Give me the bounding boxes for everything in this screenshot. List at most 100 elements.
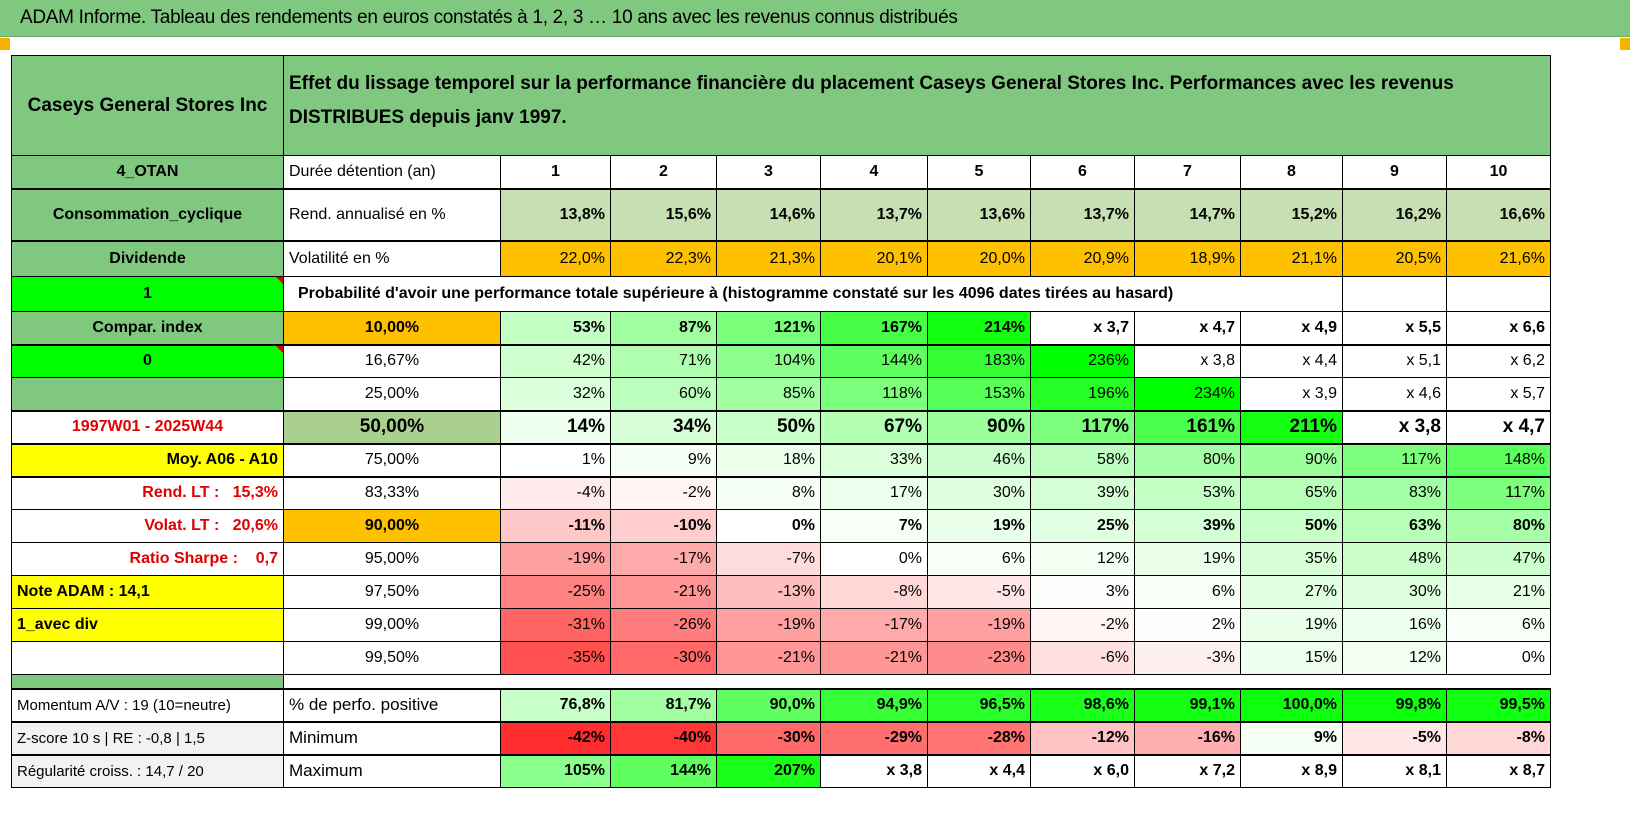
volatility-cell: 22,3% bbox=[610, 239, 717, 277]
quantile-value-cell: -19% bbox=[716, 608, 821, 642]
quantile-value-cell: x 4,9 bbox=[1240, 311, 1343, 345]
left-info-cell: 1_avec div bbox=[11, 608, 284, 642]
annualized-return-cell: 15,6% bbox=[610, 187, 717, 241]
quantile-value-cell: 30% bbox=[1342, 575, 1447, 609]
quantile-value-cell: 12% bbox=[1342, 641, 1447, 675]
quantile-value-cell: 0% bbox=[1446, 641, 1551, 675]
volatility-cell: 22,0% bbox=[500, 239, 611, 277]
quantile-value-cell: 53% bbox=[500, 311, 611, 345]
holding-period-header: 1 bbox=[500, 155, 611, 189]
quantile-value-cell: x 3,8 bbox=[1342, 409, 1447, 444]
left-info-cell: Régularité croiss. : 14,7 / 20 bbox=[11, 753, 284, 788]
quantile-value-cell: 80% bbox=[1446, 509, 1551, 543]
quantile-value-cell: 83% bbox=[1342, 475, 1447, 510]
quantile-value-cell: x 4,6 bbox=[1342, 377, 1447, 411]
left-info-cell: 1997W01 - 2025W44 bbox=[11, 409, 284, 444]
holding-period-header: 3 bbox=[716, 155, 821, 189]
summary-value-cell: -12% bbox=[1030, 720, 1135, 755]
quantile-value-cell: 25% bbox=[1030, 509, 1135, 543]
quantile-value-cell: 58% bbox=[1030, 442, 1135, 477]
quantile-value-cell: 18% bbox=[716, 442, 821, 477]
summary-value-cell: -42% bbox=[500, 720, 611, 755]
quantile-value-cell: 153% bbox=[927, 377, 1031, 411]
row-label: Maximum bbox=[283, 753, 501, 788]
threshold-cell: 90,00% bbox=[283, 509, 501, 543]
left-info-cell: 0 bbox=[11, 343, 284, 378]
threshold-cell: 25,00% bbox=[283, 377, 501, 411]
holding-period-header: 2 bbox=[610, 155, 717, 189]
quantile-value-cell: -21% bbox=[610, 575, 717, 609]
quantile-value-cell: 19% bbox=[927, 509, 1031, 543]
quantile-value-cell: -8% bbox=[820, 575, 928, 609]
quantile-value-cell: -23% bbox=[927, 641, 1031, 675]
quantile-value-cell: 85% bbox=[716, 377, 821, 411]
left-info-cell: Ratio Sharpe : 0,7 bbox=[11, 542, 284, 576]
quantile-value-cell: 27% bbox=[1240, 575, 1343, 609]
volatility-cell: 20,1% bbox=[820, 239, 928, 277]
quantile-value-cell: -19% bbox=[500, 542, 611, 576]
quantile-row: 99,50% -35% -30% -21% -21% -23% -6% -3% 15% 12% 0% bbox=[11, 641, 1551, 675]
selection-marker-left bbox=[0, 38, 10, 50]
threshold-cell: 50,00% bbox=[283, 409, 501, 444]
quantile-value-cell: 117% bbox=[1446, 475, 1551, 510]
left-info-cell: Dividende bbox=[11, 239, 284, 277]
quantile-row: Ratio Sharpe : 0,7 95,00% -19% -17% -7% 0% 6% 1… bbox=[11, 542, 1551, 576]
left-info-cell: Volat. LT : 20,6% bbox=[11, 509, 284, 543]
quantile-value-cell: -7% bbox=[716, 542, 821, 576]
summary-value-cell: x 8,9 bbox=[1240, 753, 1343, 788]
quantile-value-cell: 0% bbox=[716, 509, 821, 543]
quantile-value-cell: 183% bbox=[927, 343, 1031, 378]
report-title: ADAM Informe. Tableau des rendements en … bbox=[20, 7, 958, 28]
summary-value-cell: -29% bbox=[820, 720, 928, 755]
summary-value-cell: -8% bbox=[1446, 720, 1551, 755]
quantile-value-cell: 67% bbox=[820, 409, 928, 444]
quantile-value-cell: -5% bbox=[927, 575, 1031, 609]
probability-caption: Probabilité d'avoir une performance tota… bbox=[283, 276, 1343, 312]
quantile-value-cell: x 3,7 bbox=[1030, 311, 1135, 345]
quantile-value-cell: -35% bbox=[500, 641, 611, 675]
summary-value-cell: x 3,8 bbox=[820, 753, 928, 788]
probability-caption-row: 1 Probabilité d'avoir une performance tot… bbox=[11, 276, 1551, 312]
quantile-row: 0 16,67% 42% 71% 104% 144% 183% 236% x 3,8 x 4,4 x… bbox=[11, 343, 1551, 378]
volatility-cell: 18,9% bbox=[1134, 239, 1241, 277]
quantile-value-cell: 87% bbox=[610, 311, 717, 345]
quantile-value-cell: x 5,7 bbox=[1446, 377, 1551, 411]
holding-period-header: 4 bbox=[820, 155, 928, 189]
quantile-value-cell: -25% bbox=[500, 575, 611, 609]
quantile-value-cell: -13% bbox=[716, 575, 821, 609]
summary-value-cell: x 6,0 bbox=[1030, 753, 1135, 788]
quantile-value-cell: 1% bbox=[500, 442, 611, 477]
row-label: Rend. annualisé en % bbox=[283, 187, 501, 241]
left-info-cell: Rend. LT : 15,3% bbox=[11, 475, 284, 510]
quantile-value-cell: 118% bbox=[820, 377, 928, 411]
quantile-value-cell: -17% bbox=[820, 608, 928, 642]
summary-value-cell: -40% bbox=[610, 720, 717, 755]
quantile-value-cell: 39% bbox=[1030, 475, 1135, 510]
summary-value-cell: 94,9% bbox=[820, 687, 928, 722]
quantile-value-cell: 32% bbox=[500, 377, 611, 411]
quantile-value-cell: 19% bbox=[1134, 542, 1241, 576]
threshold-cell: 95,00% bbox=[283, 542, 501, 576]
summary-value-cell: 105% bbox=[500, 753, 611, 788]
quantile-value-cell: 16% bbox=[1342, 608, 1447, 642]
annualized-return-cell: 13,6% bbox=[927, 187, 1031, 241]
summary-value-cell: 98,6% bbox=[1030, 687, 1135, 722]
quantile-value-cell: x 3,8 bbox=[1134, 343, 1241, 378]
quantile-value-cell: -2% bbox=[610, 475, 717, 510]
volatility-cell: 21,6% bbox=[1446, 239, 1551, 277]
summary-value-cell: -16% bbox=[1134, 720, 1241, 755]
report-title-bar: ADAM Informe. Tableau des rendements en … bbox=[0, 0, 1630, 37]
summary-row: Momentum A/V : 19 (10=neutre)% de perfo.… bbox=[11, 687, 1551, 722]
quantile-value-cell: 33% bbox=[820, 442, 928, 477]
quantile-value-cell: x 6,2 bbox=[1446, 343, 1551, 378]
compare-toggle-value: 1 bbox=[11, 276, 284, 312]
quantile-value-cell: 46% bbox=[927, 442, 1031, 477]
holding-period-header: 9 bbox=[1342, 155, 1447, 189]
quantile-value-cell: 117% bbox=[1342, 442, 1447, 477]
empty-cell bbox=[1342, 276, 1447, 312]
quantile-value-cell: x 4,7 bbox=[1446, 409, 1551, 444]
quantile-value-cell: 6% bbox=[1134, 575, 1241, 609]
left-info-cell: Z-score 10 s | RE : -0,8 | 1,5 bbox=[11, 720, 284, 755]
left-info-cell: Moy. A06 - A10 bbox=[11, 442, 284, 477]
quantile-value-cell: 161% bbox=[1134, 409, 1241, 444]
